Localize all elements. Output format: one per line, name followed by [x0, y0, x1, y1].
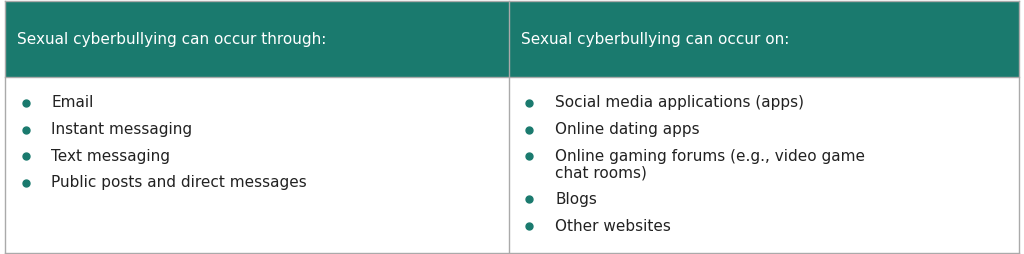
Text: chat rooms): chat rooms) [555, 165, 647, 180]
Text: Online gaming forums (e.g., video game: Online gaming forums (e.g., video game [555, 149, 865, 164]
FancyBboxPatch shape [5, 1, 509, 77]
Text: Email: Email [51, 95, 93, 110]
Text: Instant messaging: Instant messaging [51, 122, 193, 137]
FancyBboxPatch shape [509, 1, 1019, 77]
Text: Sexual cyberbullying can occur on:: Sexual cyberbullying can occur on: [521, 32, 790, 47]
FancyBboxPatch shape [5, 77, 1019, 253]
Text: Text messaging: Text messaging [51, 149, 170, 164]
Text: Sexual cyberbullying can occur through:: Sexual cyberbullying can occur through: [17, 32, 327, 47]
Text: Online dating apps: Online dating apps [555, 122, 699, 137]
Text: Public posts and direct messages: Public posts and direct messages [51, 175, 307, 190]
Text: Blogs: Blogs [555, 192, 597, 207]
Text: Other websites: Other websites [555, 219, 671, 234]
Text: Social media applications (apps): Social media applications (apps) [555, 95, 804, 110]
